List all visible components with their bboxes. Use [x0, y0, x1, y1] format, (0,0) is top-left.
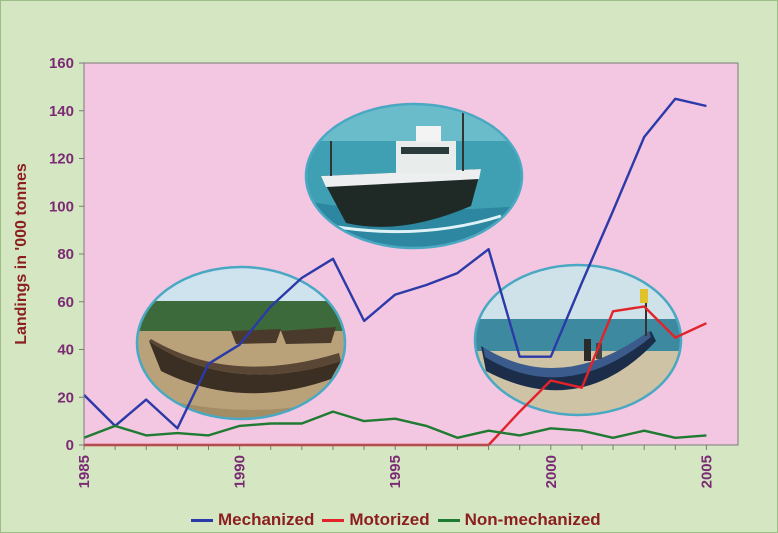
- legend-label: Mechanized: [218, 510, 315, 529]
- y-tick-label: 20: [57, 389, 74, 406]
- legend-label: Motorized: [349, 510, 430, 529]
- y-tick-label: 80: [57, 246, 74, 263]
- legend-item: Non-mechanized: [437, 510, 601, 530]
- legend-item: Motorized: [322, 510, 430, 530]
- y-axis-label: Landings in '000 tonnes: [13, 163, 30, 345]
- x-axis: 1985 1990 1995 2000 2005: [76, 445, 715, 488]
- y-tick-label: 120: [49, 151, 74, 168]
- y-tick-label: 160: [49, 55, 74, 72]
- y-tick-label: 60: [57, 294, 74, 311]
- series-line-non-mechanized: [83, 410, 707, 439]
- y-tick-label: 140: [49, 103, 74, 120]
- x-tick-label: 2000: [543, 455, 560, 488]
- legend-swatch: [322, 518, 345, 522]
- y-axis: 0 20 40 60 80 100 120 140 160: [49, 55, 84, 454]
- legend-item: Mechanized: [191, 510, 314, 530]
- legend: Mechanized Motorized Non-mechanized: [191, 509, 601, 531]
- mechanized-trawler-photo: [304, 102, 524, 250]
- x-tick-label: 1995: [387, 455, 404, 488]
- legend-label: Non-mechanized: [464, 510, 601, 529]
- legend-swatch: [437, 518, 460, 522]
- series-line-mechanized: [83, 97, 707, 430]
- x-tick-label: 1985: [76, 455, 93, 488]
- x-tick-label: 1990: [232, 455, 249, 488]
- legend-swatch: [191, 518, 213, 522]
- y-tick-label: 0: [66, 437, 74, 454]
- y-tick-label: 100: [49, 198, 74, 215]
- y-tick-label: 40: [57, 342, 74, 359]
- x-tick-label: 2005: [698, 455, 715, 488]
